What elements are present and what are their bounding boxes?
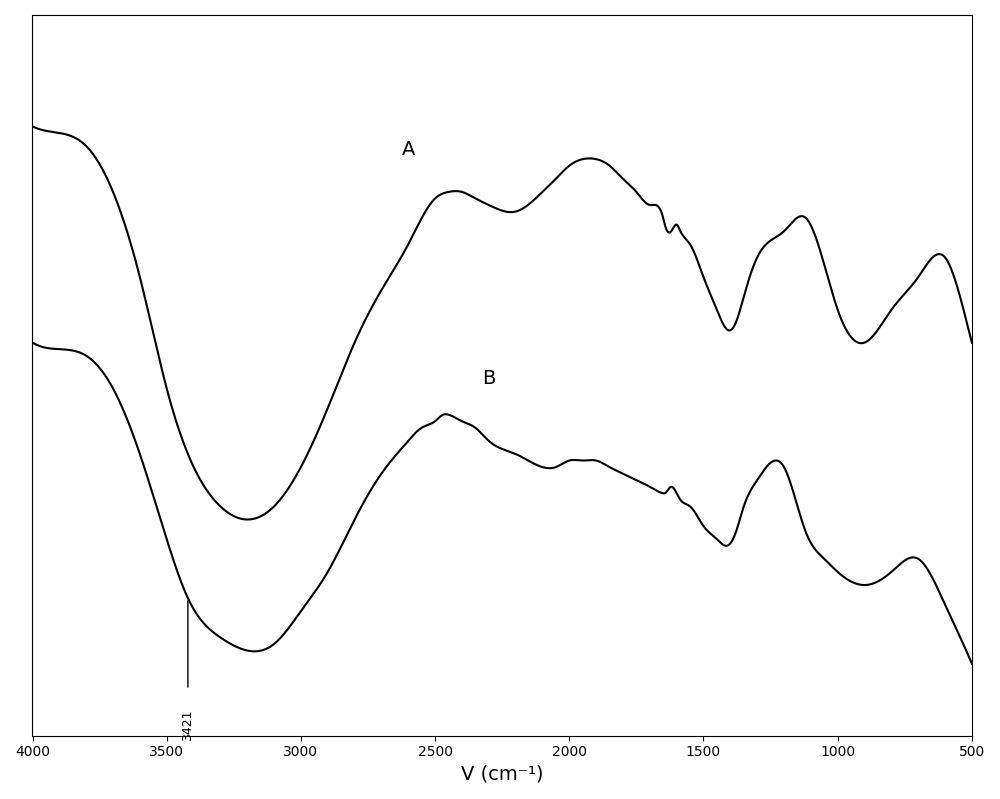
Text: A: A [402, 140, 415, 159]
Text: B: B [482, 369, 495, 388]
Text: 3421: 3421 [181, 710, 194, 741]
X-axis label: V (cm⁻¹): V (cm⁻¹) [461, 765, 543, 784]
